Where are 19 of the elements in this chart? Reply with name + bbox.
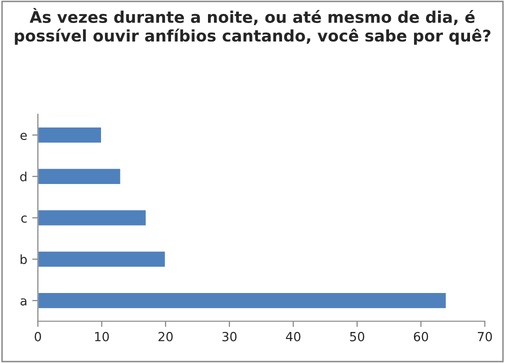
x-tick-label: 20	[158, 332, 173, 342]
x-tick-label: 70	[478, 332, 492, 342]
y-tick-label: a	[20, 298, 26, 306]
bar	[38, 126, 102, 144]
bar	[38, 250, 166, 268]
x-tick-label: 50	[350, 332, 364, 342]
bar	[38, 167, 122, 186]
y-tick-label: e	[20, 132, 27, 140]
chart-title: Às vezes durante a noite, ou até mesmo de dia, é possível ouvir anfíbios cantando, você sabe por quê?	[14, 8, 490, 45]
y-tick-label: b	[20, 254, 27, 264]
x-tick-label: 10	[95, 332, 109, 342]
x-tick-label: 30	[222, 332, 237, 342]
y-tick-label: c	[21, 216, 27, 223]
x-tick-label: 60	[414, 332, 428, 342]
x-tick-label: 0	[34, 332, 42, 342]
bar	[38, 292, 448, 310]
y-tick-label: d	[20, 172, 26, 182]
bar	[38, 208, 148, 227]
x-tick-label: 40	[286, 332, 300, 342]
